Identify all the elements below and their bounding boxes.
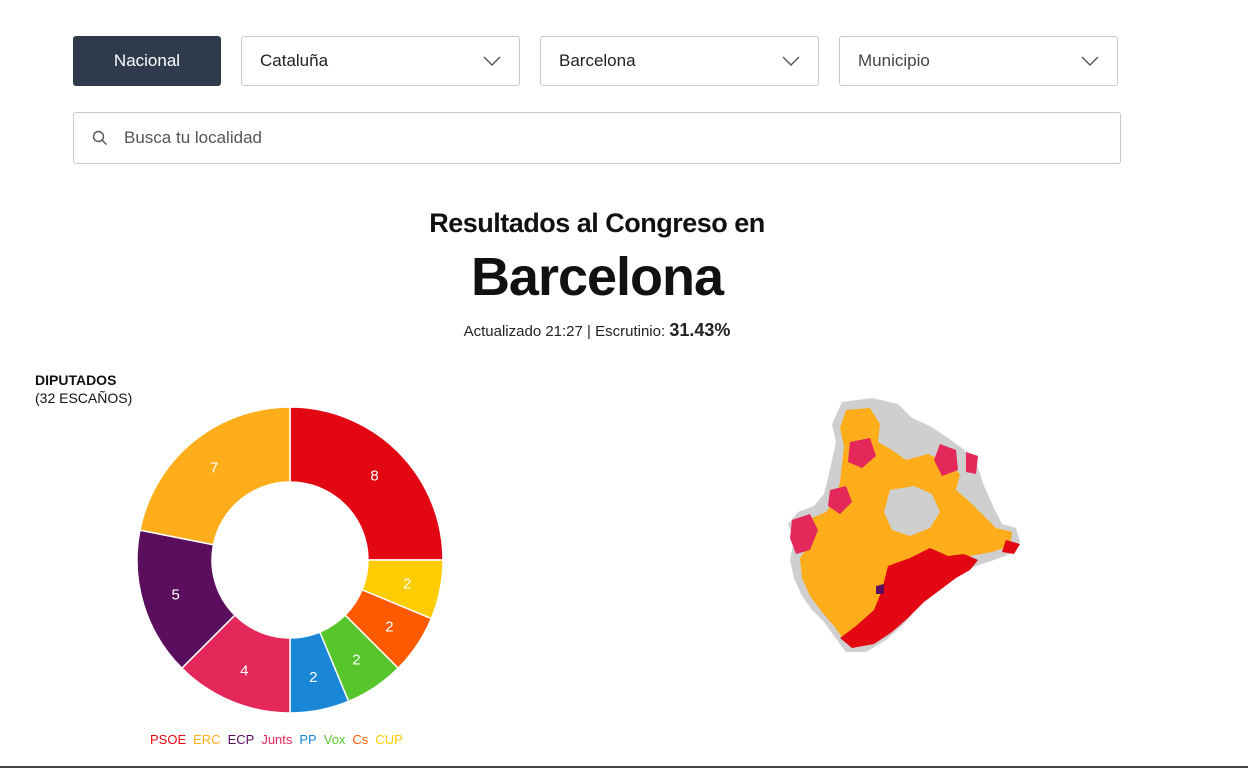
legend-item: CUP bbox=[375, 732, 403, 747]
bottom-divider bbox=[0, 766, 1248, 768]
update-status: Actualizado 21:27 | Escrutinio: 31.43% bbox=[0, 320, 1194, 341]
page-subtitle: Resultados al Congreso en bbox=[429, 208, 765, 238]
province-select-value: Barcelona bbox=[559, 51, 636, 70]
search-input[interactable] bbox=[124, 128, 1024, 148]
slice-value-label: 2 bbox=[403, 575, 411, 592]
community-select-value: Cataluña bbox=[260, 51, 329, 70]
slice-value-label: 7 bbox=[210, 460, 218, 477]
map-red-east bbox=[1002, 540, 1020, 554]
donut-slice[interactable] bbox=[139, 406, 291, 546]
municipality-select[interactable]: Municipio bbox=[839, 36, 1118, 86]
legend-item: Cs bbox=[352, 732, 369, 747]
slice-value-label: 8 bbox=[370, 468, 378, 485]
slice-value-label: 4 bbox=[240, 662, 248, 679]
search-bar bbox=[73, 112, 1121, 164]
legend-item: Vox bbox=[323, 732, 346, 747]
map-pink-east bbox=[966, 452, 978, 474]
scrutiny-label: Escrutinio: bbox=[595, 323, 666, 340]
chevron-down-icon bbox=[483, 56, 501, 66]
search-icon bbox=[92, 130, 107, 145]
diputados-title: DIPUTADOS bbox=[35, 372, 117, 388]
map-red-region bbox=[840, 548, 978, 648]
seats-donut-chart: 8 2 2 2 2 4 5 7 bbox=[136, 406, 444, 714]
chevron-down-icon bbox=[1081, 56, 1099, 66]
chevron-down-icon bbox=[782, 56, 800, 66]
map-pink-mid bbox=[828, 486, 852, 514]
map-purple-spot bbox=[876, 584, 884, 594]
separator: | bbox=[587, 323, 591, 340]
province-select[interactable]: Barcelona bbox=[540, 36, 819, 86]
page-title: Barcelona bbox=[470, 247, 724, 307]
map-pink-north bbox=[848, 438, 876, 468]
nacional-button[interactable]: Nacional bbox=[73, 36, 221, 86]
legend-item: Junts bbox=[261, 732, 293, 747]
legend-item: PP bbox=[299, 732, 317, 747]
slice-value-label: 2 bbox=[309, 669, 317, 686]
map-gray-interior bbox=[884, 486, 940, 536]
map-pink-west bbox=[790, 514, 818, 554]
community-select[interactable]: Cataluña bbox=[241, 36, 520, 86]
map-gray-north bbox=[884, 416, 918, 444]
legend-item: PSOE bbox=[150, 732, 187, 747]
slice-value-label: 2 bbox=[352, 651, 360, 668]
legend-item: ECP bbox=[227, 732, 255, 747]
municipality-select-value: Municipio bbox=[858, 51, 930, 70]
scrutiny-value: 31.43% bbox=[669, 320, 731, 340]
donut-slice[interactable] bbox=[289, 406, 444, 561]
barcelona-province-map bbox=[788, 398, 1020, 652]
legend-item: ERC bbox=[193, 732, 221, 747]
region-navigation: Nacional Cataluña Barcelona Municipio bbox=[73, 36, 1118, 86]
chart-legend: PSOE ERC ECP Junts PP Vox Cs CUP bbox=[150, 732, 403, 747]
slice-value-label: 2 bbox=[385, 618, 393, 635]
slice-value-label: 5 bbox=[171, 587, 179, 604]
map-pink-ne bbox=[934, 444, 958, 476]
updated-time: Actualizado 21:27 bbox=[463, 323, 583, 340]
diputados-subtitle: (32 ESCAÑOS) bbox=[35, 390, 133, 406]
